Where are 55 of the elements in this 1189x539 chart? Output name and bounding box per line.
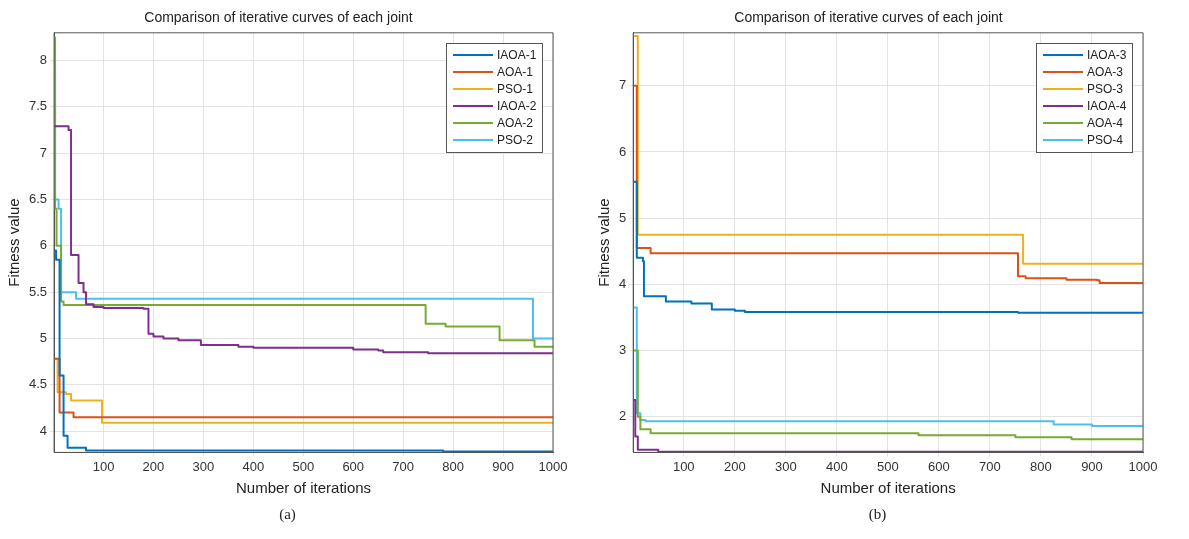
- x-tick-label: 800: [1030, 458, 1052, 474]
- legend-label: IAOA-4: [1087, 99, 1127, 114]
- legend-label: PSO-4: [1087, 133, 1124, 148]
- legend-label: IAOA-3: [1087, 48, 1127, 63]
- legend-label: IAOA-2: [497, 99, 537, 114]
- x-tick-label: 500: [292, 458, 315, 474]
- x-tick-label: 900: [1081, 458, 1103, 474]
- y-tick-label: 7: [619, 77, 627, 93]
- text: (a): [278, 506, 297, 523]
- x-tick-label: 300: [774, 458, 797, 474]
- y-tick-label: 8: [39, 52, 48, 68]
- x-tick-label: 1000: [1128, 458, 1158, 474]
- x-tick-label: 900: [492, 458, 514, 474]
- y-tick-label: 5.5: [28, 283, 48, 299]
- y-tick-label: 6: [619, 143, 627, 159]
- legend-label: PSO-3: [1087, 82, 1124, 97]
- x-tick-label: 100: [672, 458, 695, 474]
- x-axis-title: Number of iterations: [820, 479, 956, 497]
- legend-label: AOA-4: [1087, 116, 1124, 131]
- x-tick-label: 700: [979, 458, 1001, 474]
- y-tick-label: 7: [39, 144, 48, 160]
- x-tick-label: 1000: [538, 458, 568, 474]
- x-tick-label: 600: [928, 458, 950, 474]
- chart-title: Comparison of iterative curves of each joint: [144, 9, 413, 26]
- y-tick-label: 4: [619, 275, 627, 291]
- x-tick-label: 200: [142, 458, 165, 474]
- y-tick-label: 4: [39, 422, 48, 438]
- y-tick-label: 6: [39, 237, 48, 253]
- legend-label: AOA-3: [1087, 65, 1124, 80]
- x-tick-label: 600: [342, 458, 365, 474]
- x-tick-label: 800: [442, 458, 464, 474]
- x-tick-label: 500: [877, 458, 899, 474]
- x-tick-label: 400: [825, 458, 848, 474]
- x-tick-label: 700: [392, 458, 415, 474]
- y-tick-label: 5: [39, 330, 48, 346]
- legend-label: PSO-2: [497, 133, 534, 148]
- y-tick-label: 6.5: [28, 191, 48, 207]
- chart-title: Comparison of iterative curves of each joint: [734, 9, 1003, 26]
- y-tick-label: 5: [619, 209, 627, 225]
- y-axis-title: Fitness value: [5, 198, 23, 287]
- legend-label: AOA-1: [497, 65, 534, 80]
- x-axis-title: Number of iterations: [236, 479, 372, 497]
- x-tick-label: 200: [723, 458, 746, 474]
- x-tick-label: 400: [242, 458, 265, 474]
- y-tick-label: 2: [619, 408, 627, 424]
- x-tick-label: 100: [92, 458, 115, 474]
- legend-label: IAOA-1: [497, 48, 537, 63]
- x-tick-label: 300: [192, 458, 215, 474]
- y-tick-label: 3: [619, 342, 627, 358]
- y-axis-title: Fitness value: [595, 198, 613, 287]
- legend-label: AOA-2: [497, 116, 534, 131]
- legend-label: PSO-1: [497, 82, 534, 97]
- y-tick-label: 4.5: [28, 376, 48, 392]
- text: (b): [867, 506, 888, 523]
- y-tick-label: 7.5: [28, 98, 48, 114]
